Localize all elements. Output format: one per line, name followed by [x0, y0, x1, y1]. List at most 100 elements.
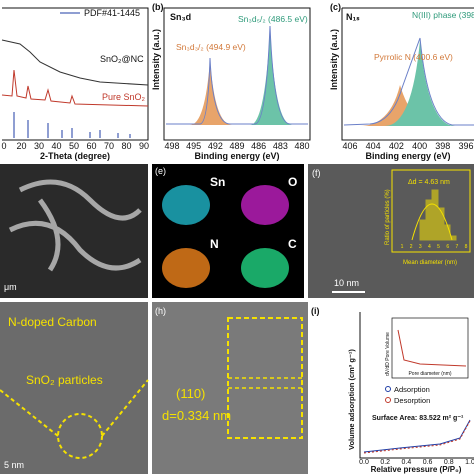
curve [1, 39, 149, 86]
x-tick-label: 489 [229, 141, 244, 151]
x-tick-label: 396 [458, 141, 473, 151]
panel-b: (b) Sn₃d Sn₃d₅/₂ (486.5 eV) Sn₃d₃/₂ (494… [151, 2, 311, 161]
x-tick-label: 398 [435, 141, 450, 151]
x-tick-label: 0.4 [402, 459, 412, 466]
peak-label: Pyrrolic N (400.6 eV) [374, 52, 453, 62]
lattice [228, 377, 302, 389]
panel-g: N-doped Carbon SnO₂ particles 5 nm [0, 302, 149, 474]
panel-d: μm [0, 164, 148, 298]
x-tick-label: 406 [342, 141, 357, 151]
curve [363, 420, 471, 454]
panel-f: (f) Δd = 4.63 nm Ratio of particles (%) … [308, 164, 474, 298]
scale-label: μm [4, 282, 17, 292]
panel-label: (h) [155, 306, 166, 316]
annotation: SnO₂ particles [26, 373, 103, 387]
annotation: Δd = 4.63 nm [408, 179, 450, 186]
panel-i: (i) Volume adsorption (cm³ g⁻¹) dV/dD Po… [311, 306, 474, 474]
x-tick-label: 492 [208, 141, 223, 151]
map [162, 248, 210, 288]
legend: Pure SnO₂ [102, 92, 146, 102]
axis-frame [2, 7, 149, 141]
x-tick-label: 5 [437, 244, 440, 250]
x-tick-label: 6 [446, 244, 449, 250]
inset-label: Pore diameter (nm) [408, 371, 451, 377]
curve [397, 329, 467, 367]
x-tick-label: 50 [69, 141, 79, 151]
x-tick-label: 498 [164, 141, 179, 151]
inset-frame [391, 317, 469, 379]
curve [343, 37, 474, 126]
map-label: C [288, 237, 297, 251]
x-tick-label: 400 [412, 141, 427, 151]
tem-image [0, 302, 148, 474]
axis-frame [341, 7, 474, 141]
peak [360, 85, 440, 126]
panel-label: (f) [312, 168, 321, 178]
element: Sn₃d [170, 12, 191, 22]
panel-label: (e) [155, 166, 166, 176]
ticks: 0 20 30 40 50 60 70 80 90 [1, 141, 149, 151]
histogram [419, 189, 457, 241]
x-tick-label: 0.6 [423, 459, 433, 466]
sem-image [0, 164, 148, 298]
y-label: Intensity (a.u.) [329, 29, 339, 90]
y-label: Intensity (a.u.) [151, 29, 161, 90]
leader [0, 379, 149, 437]
legend: Adsorption [394, 385, 430, 394]
x-tick-label: 7 [455, 244, 458, 250]
x-tick-label: 402 [389, 141, 404, 151]
x-tick-label: 480 [294, 141, 309, 151]
x-tick-label: 8 [465, 244, 468, 250]
axis-frame [359, 312, 474, 459]
inset-label: dV/dD Pore Volume [385, 332, 391, 376]
panel-label: (i) [311, 306, 320, 316]
curve [1, 69, 149, 107]
panel-a: PDF#41-1445 SnO₂@NC Pure SnO₂ 0 20 30 40 50 6… [1, 7, 149, 161]
map-label: N [210, 237, 219, 251]
map [162, 185, 210, 225]
x-tick-label: 483 [273, 141, 288, 151]
panel-h: (h) (110) d=0.334 nm [152, 302, 308, 474]
x-tick-label: 404 [366, 141, 381, 151]
legend-marker [385, 397, 391, 403]
y-label: Volume adsorption (cm³ g⁻¹) [347, 349, 356, 450]
x-tick-label: 0.2 [380, 459, 390, 466]
peak-label: Sn₃d₅/₂ (486.5 eV) [238, 14, 308, 24]
annotation: N-doped Carbon [8, 315, 97, 329]
panel-c: (c) N₁ₛ N(III) phase (398.7 eV) Pyrrolic… [329, 2, 474, 161]
x-tick-label: 20 [16, 141, 26, 151]
x-tick-label: 80 [121, 141, 131, 151]
panel-e: (e) Sn O N C [152, 164, 304, 298]
ticks: 0.0 0.2 0.4 0.6 0.8 1.0 [359, 459, 474, 466]
x-tick-label: 4 [428, 244, 431, 250]
map [241, 185, 289, 225]
curve [166, 25, 308, 125]
x-tick-label: 40 [51, 141, 61, 151]
map-label: Sn [210, 175, 225, 189]
x-tick-label: 0 [1, 141, 6, 151]
scale-label: 5 nm [4, 460, 24, 470]
peak [190, 60, 232, 125]
ticks: 406 404 402 400 398 396 [342, 141, 473, 151]
inset-frame [391, 169, 471, 253]
x-tick-label: 90 [139, 141, 149, 151]
map-label: O [288, 175, 297, 189]
reference-lines [13, 112, 131, 138]
peak [250, 28, 292, 125]
peak-label: N(III) phase (398.7 eV) [412, 10, 474, 20]
x-tick-label: 2 [410, 244, 413, 250]
peak [385, 40, 455, 126]
scale-label: 10 nm [334, 278, 359, 288]
x-tick-label: 495 [186, 141, 201, 151]
x-label: Mean diameter (nm) [403, 260, 457, 266]
annotation: Surface Area: 83.522 m² g⁻¹ [372, 415, 464, 422]
axis-frame [163, 7, 311, 141]
x-tick-label: 70 [104, 141, 114, 151]
annotation: d=0.334 nm [162, 408, 231, 423]
x-label: 2-Theta (degree) [40, 151, 110, 161]
x-tick-label: 486 [251, 141, 266, 151]
x-label: Relative pressure (P/P₀) [371, 465, 462, 474]
fit [411, 203, 453, 241]
